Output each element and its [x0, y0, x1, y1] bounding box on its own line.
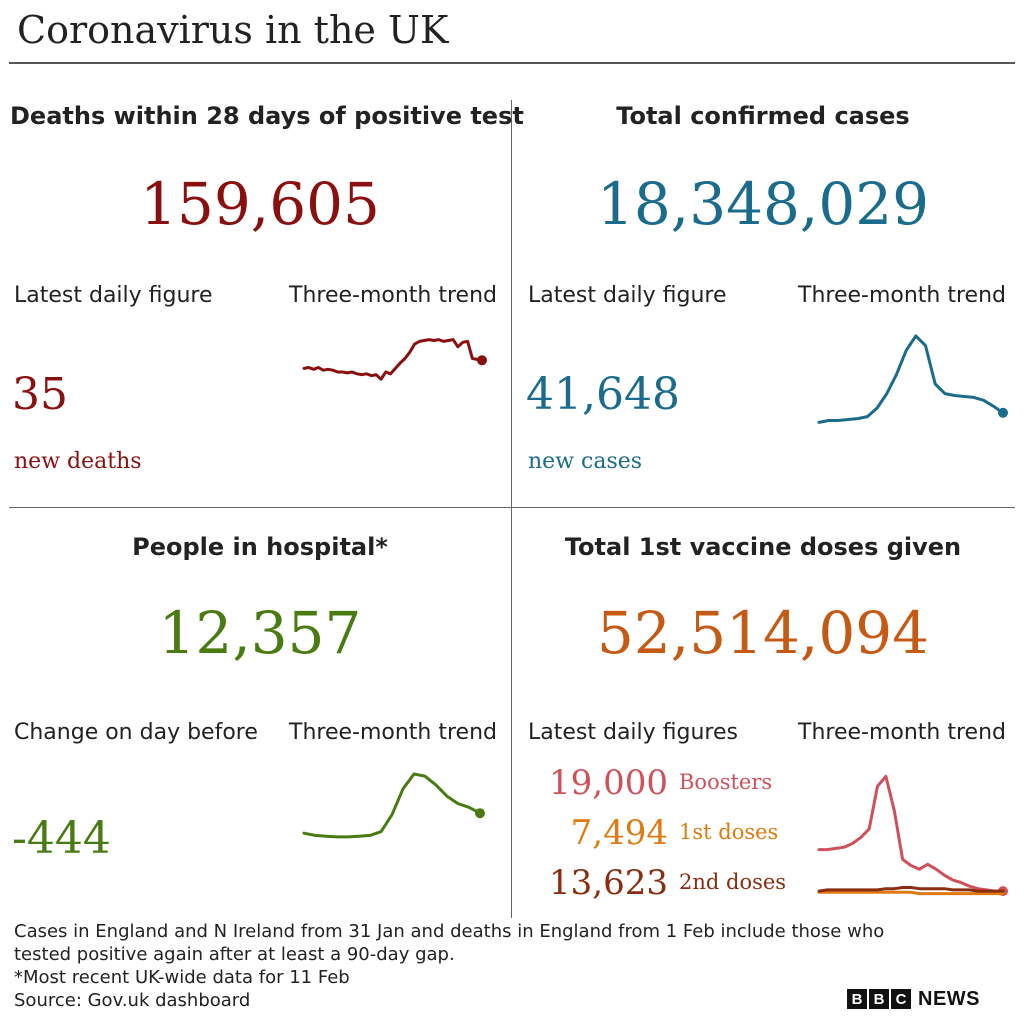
- logo-block-b1: B: [847, 989, 867, 1009]
- logo-block-c: C: [891, 989, 911, 1009]
- deaths-left-label: Latest daily figure: [14, 283, 213, 308]
- vertical-divider: [511, 100, 512, 918]
- cases-trend-label: Three-month trend: [798, 283, 1006, 308]
- hospital-trend-line: [302, 772, 482, 839]
- footnote-line-1: Cases in England and N Ireland from 31 J…: [14, 921, 885, 942]
- first-doses-value: 7,494: [570, 813, 668, 853]
- vaccine-trend-label: Three-month trend: [798, 720, 1006, 745]
- cases-trend-line: [817, 334, 1005, 424]
- hospital-trend-label: Three-month trend: [289, 720, 497, 745]
- vaccine-trend-chart: [817, 774, 1008, 897]
- source-note: Source: Gov.uk dashboard: [14, 990, 251, 1011]
- title-divider: [9, 62, 1015, 64]
- second-doses-label: 2nd doses: [679, 870, 787, 894]
- boosters-trend-line: [817, 774, 1005, 893]
- horizontal-divider: [9, 507, 1015, 508]
- cases-unit-label: new cases: [528, 449, 643, 474]
- hospital-trend-chart: [302, 772, 485, 839]
- deaths-trend-end-point: [477, 355, 487, 366]
- cases-heading: Total confirmed cases: [616, 102, 910, 130]
- cases-daily-value: 41,648: [526, 369, 680, 420]
- logo-news-text: NEWS: [918, 987, 980, 1010]
- boosters-label: Boosters: [679, 770, 773, 794]
- cases-trend-chart: [817, 334, 1008, 424]
- cases-trend-end-point: [998, 407, 1008, 418]
- deaths-heading: Deaths within 28 days of positive test: [10, 102, 524, 130]
- hospital-trend-end-point: [475, 808, 485, 819]
- footnote-line-3: *Most recent UK-wide data for 11 Feb: [14, 967, 350, 988]
- hospital-left-label: Change on day before: [14, 720, 258, 745]
- second-doses-trend-line: [817, 886, 1005, 893]
- hospital-total: 12,357: [158, 599, 362, 667]
- footnote-line-2: tested positive again after at least a 9…: [14, 944, 455, 965]
- first-doses-label: 1st doses: [679, 820, 779, 844]
- cases-left-label: Latest daily figure: [528, 283, 727, 308]
- deaths-trend-chart: [302, 338, 487, 381]
- deaths-daily-value: 35: [12, 369, 68, 420]
- cases-total: 18,348,029: [596, 170, 930, 238]
- deaths-total: 159,605: [140, 170, 380, 238]
- boosters-value: 19,000: [549, 763, 668, 803]
- deaths-unit-label: new deaths: [14, 449, 142, 474]
- hospital-heading: People in hospital*: [132, 533, 388, 561]
- deaths-trend-line: [302, 338, 484, 381]
- vaccine-total: 52,514,094: [596, 599, 930, 667]
- first-doses-trend-line: [817, 890, 1005, 896]
- page-title: Coronavirus in the UK: [17, 8, 449, 52]
- second-doses-value: 13,623: [549, 863, 668, 903]
- logo-block-b2: B: [869, 989, 889, 1009]
- deaths-trend-label: Three-month trend: [289, 283, 497, 308]
- hospital-daily-value: -444: [12, 813, 111, 864]
- vaccine-left-label: Latest daily figures: [528, 720, 738, 745]
- bbc-news-logo: B B C NEWS: [847, 988, 980, 1010]
- vaccine-heading: Total 1st vaccine doses given: [564, 533, 962, 561]
